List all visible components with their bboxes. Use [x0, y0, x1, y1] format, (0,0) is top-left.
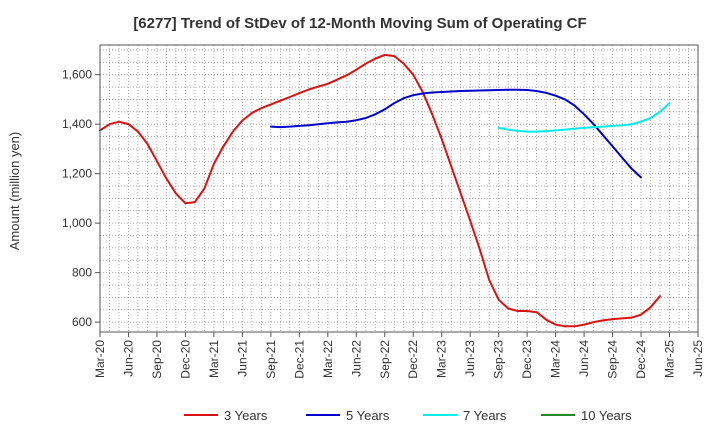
chart-title: [6277] Trend of StDev of 12-Month Moving… [133, 15, 586, 32]
x-tick-label: Mar-25 [663, 340, 677, 378]
x-tick-label: Sep-20 [150, 340, 164, 379]
y-tick-label: 800 [72, 266, 92, 280]
y-tick-label: 1,000 [62, 216, 92, 230]
legend-label-7-years: 7 Years [463, 408, 507, 423]
x-tick-label: Dec-24 [634, 340, 648, 379]
x-tick-label: Mar-24 [549, 340, 563, 378]
legend-label-10-years: 10 Years [581, 408, 632, 423]
y-tick-label: 600 [72, 315, 92, 329]
series-layer [99, 53, 671, 328]
x-tick-label: Sep-21 [264, 340, 278, 379]
x-axis: Mar-20 Jun-20 Sep-20 Dec-20 Mar-21 Jun-21 Sep-… [93, 332, 705, 379]
x-tick-label: Sep-24 [606, 340, 620, 379]
legend-label-3-years: 3 Years [224, 408, 268, 423]
legend-label-5-years: 5 Years [346, 408, 390, 423]
series-line-7-years [497, 102, 671, 133]
x-tick-label: Jun-22 [349, 340, 363, 377]
x-tick-label: Sep-23 [492, 340, 506, 379]
x-tick-label: Jun-25 [691, 340, 705, 377]
grid [99, 45, 699, 332]
x-tick-label: Jun-24 [577, 340, 591, 377]
y-tick-label: 1,400 [62, 117, 92, 131]
plot-area [99, 44, 699, 333]
legend: 3 Years 5 Years 7 Years 10 Years [184, 408, 632, 423]
series-line-3-years [99, 53, 661, 328]
x-tick-label: Jun-23 [463, 340, 477, 377]
y-axis: 600 800 1,000 1,200 1,400 1,600 [62, 68, 100, 329]
series-line-5-years [269, 88, 642, 179]
x-tick-label: Dec-20 [178, 340, 192, 379]
x-tick-label: Jun-21 [235, 340, 249, 377]
y-tick-label: 1,600 [62, 68, 92, 82]
x-tick-label: Jun-20 [121, 340, 135, 377]
y-tick-label: 1,200 [62, 167, 92, 181]
x-tick-label: Mar-21 [207, 340, 221, 378]
x-tick-label: Sep-22 [378, 340, 392, 379]
x-tick-label: Dec-22 [406, 340, 420, 379]
x-tick-label: Mar-20 [93, 340, 107, 378]
y-axis-label: Amount (million yen) [7, 132, 22, 251]
x-tick-label: Mar-23 [435, 340, 449, 378]
x-tick-label: Dec-21 [292, 340, 306, 379]
x-tick-label: Mar-22 [321, 340, 335, 378]
x-tick-label: Dec-23 [520, 340, 534, 379]
